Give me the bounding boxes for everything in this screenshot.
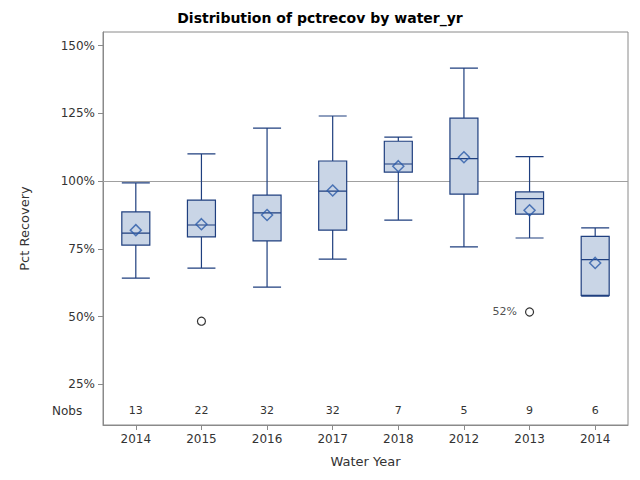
svg-text:2016: 2016 — [252, 432, 283, 446]
svg-text:50%: 50% — [68, 310, 95, 324]
svg-text:6: 6 — [592, 404, 599, 417]
svg-text:75%: 75% — [68, 242, 95, 256]
svg-text:Water Year: Water Year — [330, 454, 401, 469]
svg-text:32: 32 — [260, 404, 274, 417]
svg-text:52%: 52% — [493, 305, 517, 318]
svg-text:2015: 2015 — [186, 432, 217, 446]
svg-text:150%: 150% — [61, 39, 95, 53]
svg-text:7: 7 — [395, 404, 402, 417]
svg-text:2014: 2014 — [121, 432, 152, 446]
svg-text:125%: 125% — [61, 106, 95, 120]
svg-text:100%: 100% — [61, 174, 95, 188]
svg-text:2017: 2017 — [317, 432, 348, 446]
svg-text:13: 13 — [129, 404, 143, 417]
svg-text:2012: 2012 — [449, 432, 480, 446]
svg-text:2018: 2018 — [383, 432, 414, 446]
svg-text:22: 22 — [194, 404, 208, 417]
svg-text:2013: 2013 — [514, 432, 545, 446]
svg-text:Nobs: Nobs — [52, 404, 82, 418]
svg-text:25%: 25% — [68, 377, 95, 391]
svg-text:Pct Recovery: Pct Recovery — [17, 186, 32, 271]
svg-text:5: 5 — [460, 404, 467, 417]
svg-text:Distribution of pctrecov by wa: Distribution of pctrecov by water_yr — [177, 10, 463, 27]
svg-text:32: 32 — [326, 404, 340, 417]
svg-text:2014: 2014 — [580, 432, 611, 446]
svg-text:9: 9 — [526, 404, 533, 417]
